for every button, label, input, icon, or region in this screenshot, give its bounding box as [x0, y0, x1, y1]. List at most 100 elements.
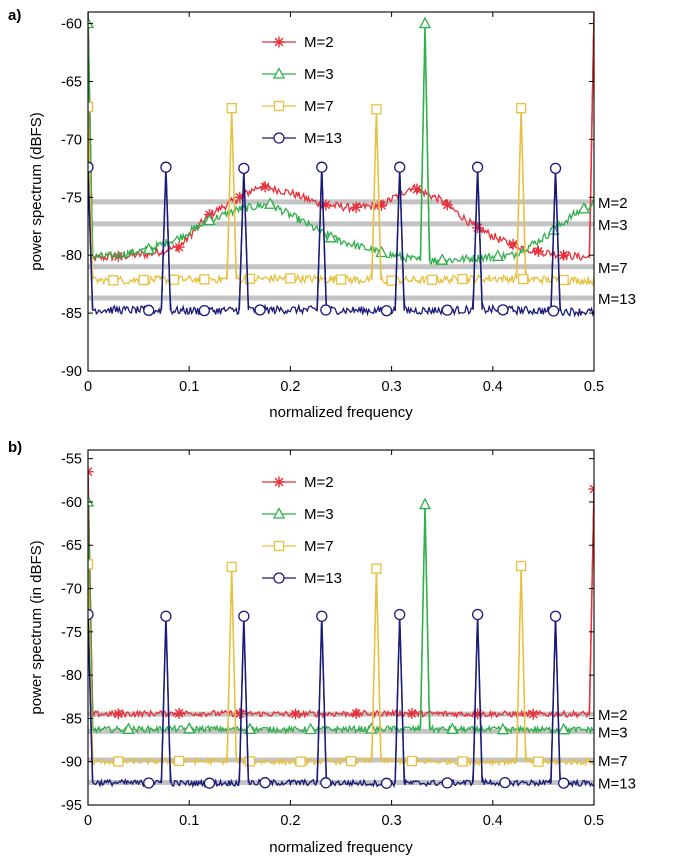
spike-marker	[549, 610, 562, 622]
data-point-marker	[112, 708, 124, 720]
data-point-marker	[472, 222, 484, 234]
data-point-marker	[295, 756, 306, 767]
y-tick-label: -85	[61, 711, 82, 727]
y-tick-label: -75	[61, 190, 82, 206]
spike-line	[160, 167, 172, 311]
legend-entry: M=2	[304, 34, 334, 51]
data-point-marker	[411, 183, 423, 195]
data-point-marker	[203, 213, 216, 226]
x-tick-label: 0.5	[584, 379, 604, 395]
legend-marker	[273, 476, 285, 488]
spike-line	[88, 106, 94, 281]
data-point-marker	[491, 249, 504, 262]
y-tick-label: -70	[61, 582, 82, 598]
data-point-marker	[320, 199, 332, 211]
spike-marker	[371, 563, 382, 574]
data-point-marker	[375, 245, 388, 258]
y-tick-label: -95	[61, 798, 82, 814]
spike-line	[88, 167, 94, 310]
data-point-marker	[173, 707, 185, 719]
reference-label: M=2	[598, 707, 628, 724]
data-point-marker	[365, 722, 378, 734]
data-point-marker	[557, 777, 570, 789]
data-point-marker	[254, 304, 266, 316]
y-tick-label: -65	[61, 538, 82, 554]
x-tick-label: 0.1	[179, 813, 199, 829]
series-m13	[88, 161, 594, 318]
x-tick-label: 0.1	[179, 379, 199, 395]
spike-marker	[394, 608, 406, 621]
spike-marker	[226, 561, 237, 573]
data-point-marker	[234, 708, 246, 720]
legend-marker	[273, 36, 285, 48]
spike-marker	[88, 608, 94, 621]
plot-frame	[87, 449, 595, 806]
y-tick-label: -60	[61, 17, 82, 33]
data-point-marker	[380, 305, 393, 317]
reference-label: M=3	[598, 724, 628, 741]
spike-marker	[418, 497, 432, 510]
legend-entry: M=13	[304, 570, 342, 587]
spike-marker	[394, 161, 406, 173]
x-tick-label: 0.2	[280, 813, 300, 829]
reference-label: M=3	[598, 217, 628, 234]
data-point-marker	[138, 274, 149, 286]
x-tick-label: 0.5	[584, 813, 604, 829]
y-tick-label: -60	[61, 495, 82, 511]
data-point-marker	[259, 777, 271, 789]
y-tick-label: -90	[61, 755, 82, 771]
data-point-marker	[183, 721, 196, 734]
data-point-marker	[198, 304, 211, 317]
data-point-marker	[122, 722, 135, 734]
x-tick-label: 0.4	[483, 813, 503, 829]
y-tick-label: -90	[61, 364, 82, 380]
data-point-marker	[499, 776, 511, 789]
data-point-marker	[446, 722, 459, 734]
panel-b-label: b)	[8, 439, 22, 456]
series-m7	[88, 559, 594, 767]
chart-panel-b: b) power spectrum (in dBFS) normalized f…	[8, 439, 636, 856]
spike-marker	[160, 161, 172, 173]
data-point-marker	[558, 274, 569, 286]
data-point-marker	[244, 273, 256, 284]
data-point-marker	[426, 274, 438, 285]
panel-b-y-axis-label: power spectrum (in dBFS)	[28, 540, 45, 714]
data-point-marker	[457, 273, 468, 285]
series-line	[88, 167, 594, 318]
series-line	[88, 564, 594, 767]
data-point-marker	[324, 230, 337, 243]
spike-line	[472, 614, 483, 783]
spike-marker	[88, 495, 95, 507]
x-tick-label: 0.4	[483, 379, 503, 395]
data-point-marker	[441, 304, 453, 316]
series-m13	[88, 608, 594, 789]
series-m3	[88, 495, 594, 736]
data-point-marker	[234, 191, 246, 203]
series-m3	[88, 16, 594, 267]
data-point-marker	[577, 201, 590, 214]
data-point-marker	[199, 274, 210, 285]
data-point-marker	[173, 755, 185, 767]
chart-panel-a: a) power spectrum (dBFS) normalized freq…	[8, 7, 636, 421]
data-point-marker	[108, 275, 119, 286]
spike-marker	[238, 162, 250, 174]
spike-line	[515, 108, 527, 280]
y-tick-label: -65	[61, 74, 82, 90]
panel-b-legend: M=2 M=3 M=7 M=13	[262, 474, 342, 587]
spike-marker	[515, 560, 527, 572]
spike-marker	[160, 610, 172, 622]
reference-label: M=13	[598, 775, 636, 792]
y-tick-label: -85	[61, 306, 82, 322]
data-point-marker	[527, 708, 539, 720]
legend-marker	[273, 572, 285, 584]
panel-a-legend: M=2 M=3 M=7 M=13	[262, 34, 342, 147]
data-point-marker	[113, 756, 124, 767]
legend-entry: M=3	[304, 506, 334, 523]
data-point-marker	[507, 238, 519, 250]
spike-marker	[316, 610, 328, 622]
legend-entry: M=7	[304, 538, 334, 555]
y-tick-label: -70	[61, 132, 82, 148]
spike-line	[88, 501, 94, 730]
y-tick-label: -75	[61, 625, 82, 641]
